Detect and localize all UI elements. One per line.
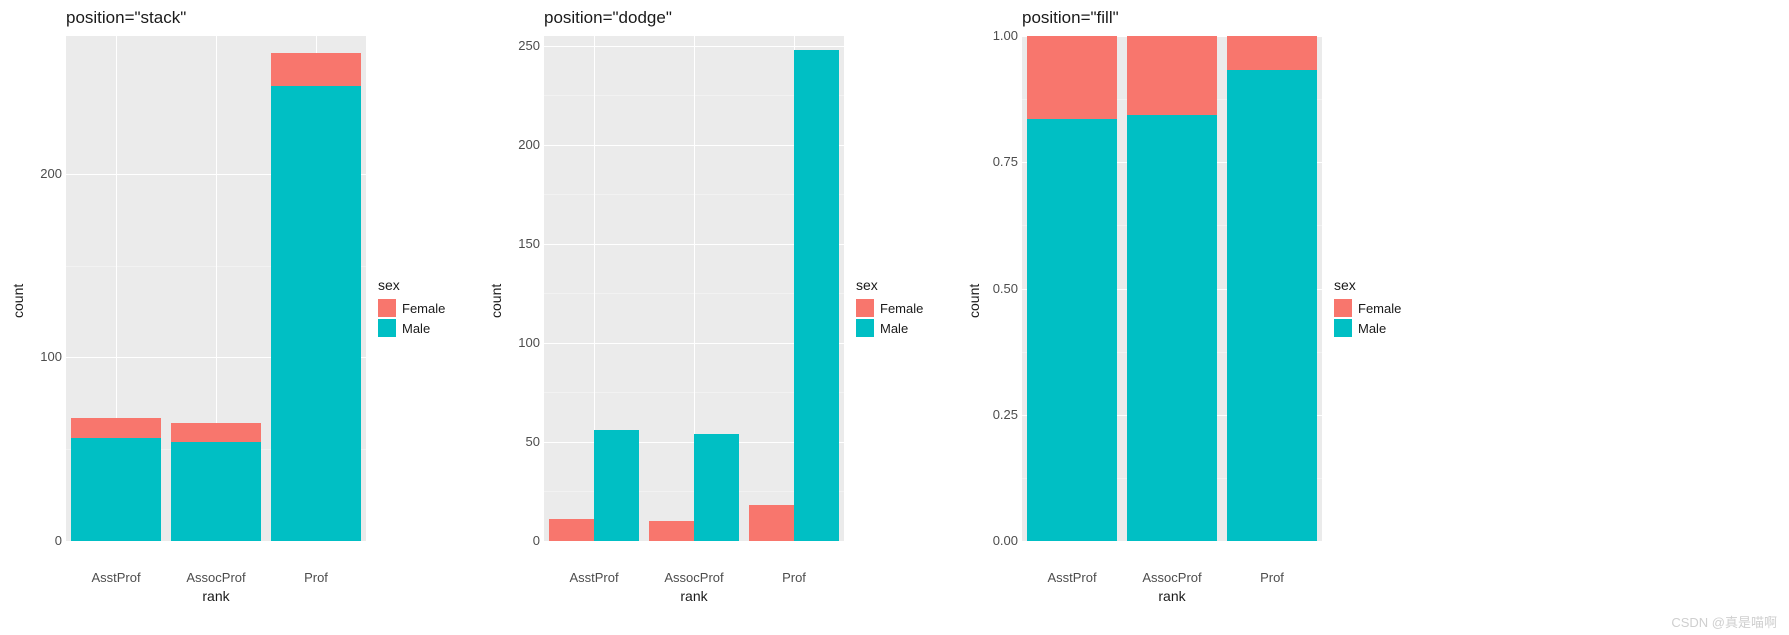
bar-female bbox=[649, 521, 694, 541]
x-tick-label: AssocProf bbox=[644, 570, 744, 588]
x-tick-label: Prof bbox=[266, 570, 366, 588]
x-ticks: AsstProfAssocProfProf bbox=[964, 566, 1322, 588]
legend-item: Male bbox=[378, 319, 476, 337]
legend-item: Female bbox=[1334, 299, 1432, 317]
bar-male bbox=[1127, 115, 1217, 541]
legend-title: sex bbox=[1334, 277, 1432, 293]
x-axis-label: rank bbox=[486, 588, 844, 608]
bar-male bbox=[271, 86, 361, 541]
legend: sex Female Male bbox=[1322, 8, 1432, 608]
bar-male bbox=[594, 430, 639, 541]
y-tick-label: 50 bbox=[526, 435, 540, 449]
x-tick-label: AsstProf bbox=[544, 570, 644, 588]
chart-panel: position="dodge"count 0 50 100 150 200 250 Asst… bbox=[486, 8, 954, 608]
y-tick-label: 200 bbox=[40, 167, 62, 181]
y-tick-label: 0 bbox=[55, 534, 62, 548]
legend-item: Male bbox=[856, 319, 954, 337]
chart-panel: position="fill"count0.000.250.500.751.00… bbox=[964, 8, 1432, 608]
watermark: CSDN @真是喵啊 bbox=[1671, 612, 1777, 631]
bar-female bbox=[549, 519, 594, 541]
legend-label: Male bbox=[1358, 321, 1386, 336]
x-axis-label: rank bbox=[964, 588, 1322, 608]
x-axis-label: rank bbox=[8, 588, 366, 608]
y-ticks: 0100200 bbox=[26, 36, 66, 541]
y-ticks: 0.000.250.500.751.00 bbox=[982, 36, 1022, 541]
legend-title: sex bbox=[856, 277, 954, 293]
legend-swatch bbox=[378, 319, 396, 337]
legend-item: Female bbox=[856, 299, 954, 317]
x-tick-label: AsstProf bbox=[66, 570, 166, 588]
x-tick-label: AssocProf bbox=[166, 570, 266, 588]
y-tick-label: 150 bbox=[518, 237, 540, 251]
bar-male bbox=[1027, 119, 1117, 541]
legend: sex Female Male bbox=[366, 8, 476, 608]
y-tick-label: 250 bbox=[518, 39, 540, 53]
y-tick-label: 0.00 bbox=[993, 534, 1018, 548]
legend: sex Female Male bbox=[844, 8, 954, 608]
bar-female bbox=[1227, 36, 1317, 70]
bar-female bbox=[1127, 36, 1217, 115]
bar-male bbox=[794, 50, 839, 541]
bar-female bbox=[271, 53, 361, 86]
y-axis-label: count bbox=[8, 36, 26, 566]
legend-swatch bbox=[1334, 299, 1352, 317]
y-tick-label: 0.50 bbox=[993, 282, 1018, 296]
legend-swatch bbox=[856, 299, 874, 317]
legend-item: Male bbox=[1334, 319, 1432, 337]
legend-swatch bbox=[1334, 319, 1352, 337]
plot-area bbox=[66, 36, 366, 541]
bar-male bbox=[1227, 70, 1317, 541]
chart-panel: position="stack"count 0 100 200 AsstProfAsso… bbox=[8, 8, 476, 608]
bars-layer bbox=[1022, 36, 1322, 541]
legend-swatch bbox=[378, 299, 396, 317]
x-ticks: AsstProfAssocProfProf bbox=[8, 566, 366, 588]
legend-label: Female bbox=[1358, 301, 1401, 316]
legend-title: sex bbox=[378, 277, 476, 293]
bars-layer bbox=[66, 36, 366, 541]
legend-label: Female bbox=[402, 301, 445, 316]
y-tick-label: 200 bbox=[518, 138, 540, 152]
bar-male bbox=[694, 434, 739, 541]
plot-area bbox=[544, 36, 844, 541]
legend-label: Female bbox=[880, 301, 923, 316]
chart-title: position="stack" bbox=[8, 8, 366, 36]
x-tick-label: Prof bbox=[744, 570, 844, 588]
bar-male bbox=[171, 442, 261, 541]
x-tick-label: AsstProf bbox=[1022, 570, 1122, 588]
y-tick-label: 0 bbox=[533, 534, 540, 548]
x-tick-label: Prof bbox=[1222, 570, 1322, 588]
bar-female bbox=[1027, 36, 1117, 119]
y-ticks: 050100150200250 bbox=[504, 36, 544, 541]
y-axis-label: count bbox=[486, 36, 504, 566]
x-ticks: AsstProfAssocProfProf bbox=[486, 566, 844, 588]
legend-label: Male bbox=[402, 321, 430, 336]
bar-female bbox=[171, 423, 261, 441]
legend-label: Male bbox=[880, 321, 908, 336]
y-tick-label: 1.00 bbox=[993, 29, 1018, 43]
bar-female bbox=[749, 505, 794, 541]
bar-female bbox=[71, 418, 161, 438]
bars-layer bbox=[544, 36, 844, 541]
y-axis-label: count bbox=[964, 36, 982, 566]
chart-title: position="dodge" bbox=[486, 8, 844, 36]
y-tick-label: 0.75 bbox=[993, 155, 1018, 169]
y-tick-label: 100 bbox=[518, 336, 540, 350]
legend-item: Female bbox=[378, 299, 476, 317]
legend-swatch bbox=[856, 319, 874, 337]
plot-area bbox=[1022, 36, 1322, 541]
y-tick-label: 0.25 bbox=[993, 408, 1018, 422]
bar-male bbox=[71, 438, 161, 541]
y-tick-label: 100 bbox=[40, 350, 62, 364]
x-tick-label: AssocProf bbox=[1122, 570, 1222, 588]
